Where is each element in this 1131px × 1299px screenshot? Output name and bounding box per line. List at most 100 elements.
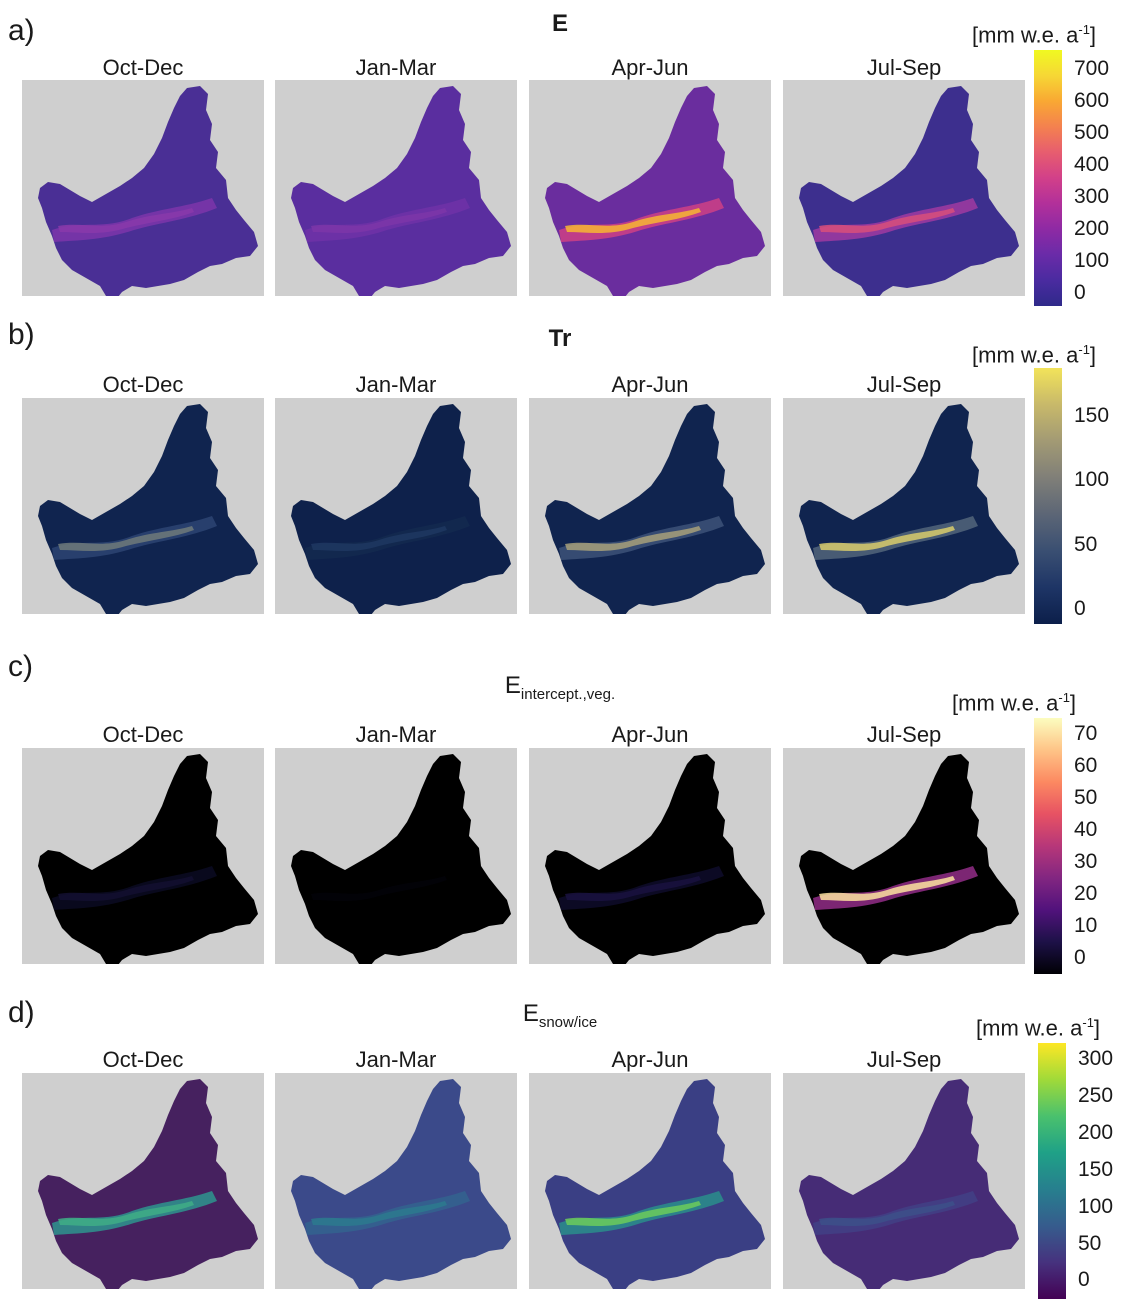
- basin-map: [799, 1079, 1019, 1289]
- basin-fill: [38, 1079, 258, 1289]
- row-title-main: Tr: [548, 325, 572, 352]
- row-letter: c): [8, 650, 33, 683]
- map-panel: [22, 80, 264, 296]
- map-panel: [529, 80, 771, 296]
- valley-core: [819, 208, 955, 233]
- colorbar-tick: 600: [1074, 89, 1110, 112]
- basin-fill: [38, 754, 258, 964]
- map-panel: [783, 1073, 1025, 1289]
- valley-core: [565, 208, 701, 233]
- season-label: Oct-Dec: [102, 372, 184, 397]
- valley-core: [311, 1201, 447, 1226]
- basin-map: [291, 754, 511, 964]
- season-label: Oct-Dec: [102, 55, 184, 80]
- colorbar-tick: 700: [1074, 57, 1110, 80]
- basin-fill: [799, 1079, 1019, 1289]
- row-title-main: E: [522, 1000, 539, 1027]
- basin-map: [38, 404, 258, 614]
- map-panel: [783, 748, 1025, 964]
- colorbar-units: [mm w.e. a-1]: [972, 342, 1097, 368]
- colorbar-tick: 300: [1078, 1047, 1114, 1070]
- season-label: Oct-Dec: [102, 1047, 184, 1072]
- colorbar-tick: 100: [1074, 468, 1110, 491]
- colorbar-tick: 250: [1078, 1084, 1114, 1107]
- colorbar-tick: 50: [1074, 533, 1098, 556]
- valley-core: [311, 526, 447, 551]
- row-title-main: E: [504, 672, 521, 699]
- season-label: Jan-Mar: [355, 1047, 437, 1072]
- valley-core: [311, 208, 447, 233]
- season-label: Jul-Sep: [866, 372, 942, 397]
- basin-fill: [291, 404, 511, 614]
- valley-core: [565, 526, 701, 551]
- basin-map: [799, 404, 1019, 614]
- row-letter: d): [8, 996, 35, 1029]
- basin-map: [799, 754, 1019, 964]
- map-panel: [275, 398, 517, 614]
- valley-core: [819, 526, 955, 551]
- map-panel: [783, 80, 1025, 296]
- colorbar-tick: 60: [1074, 754, 1098, 777]
- colorbar-tick: 50: [1078, 1232, 1102, 1255]
- row-title-sub: snow/ice: [538, 1013, 598, 1031]
- row-title: Tr: [450, 325, 670, 356]
- basin-fill: [799, 86, 1019, 296]
- row-title: Eintercept.,veg.: [450, 672, 670, 703]
- colorbar-tick: 300: [1074, 185, 1110, 208]
- colorbar-tick: 50: [1074, 786, 1098, 809]
- valley-core: [58, 876, 194, 901]
- valley-core: [819, 1201, 955, 1226]
- colorbar-tick: 150: [1074, 404, 1110, 427]
- row-letter: a): [8, 14, 35, 47]
- basin-map: [799, 86, 1019, 296]
- colorbar-tick: 0: [1074, 946, 1086, 969]
- colorbar-tick: 500: [1074, 121, 1110, 144]
- map-panel: [22, 748, 264, 964]
- basin-fill: [291, 1079, 511, 1289]
- colorbar-tick: 0: [1074, 597, 1086, 620]
- basin-fill: [799, 754, 1019, 964]
- basin-fill: [38, 404, 258, 614]
- row-title-sub: intercept.,veg.: [520, 685, 616, 703]
- valley-core: [58, 1201, 194, 1226]
- colorbar-tick: 0: [1078, 1268, 1090, 1291]
- basin-fill: [545, 754, 765, 964]
- season-label: Apr-Jun: [611, 722, 689, 747]
- row-letter: b): [8, 318, 35, 351]
- basin-map: [38, 754, 258, 964]
- row-title: E: [450, 10, 670, 41]
- season-label: Jul-Sep: [866, 722, 942, 747]
- season-label: Jul-Sep: [866, 55, 942, 80]
- colorbar-tick: 10: [1074, 914, 1098, 937]
- season-label: Jul-Sep: [866, 1047, 942, 1072]
- colorbar-units: [mm w.e. a-1]: [972, 22, 1097, 48]
- colorbar-tick: 20: [1074, 882, 1098, 905]
- colorbar-tick: 200: [1078, 1121, 1114, 1144]
- season-label: Apr-Jun: [611, 55, 689, 80]
- basin-map: [38, 86, 258, 296]
- basin-map: [291, 1079, 511, 1289]
- basin-fill: [38, 86, 258, 296]
- basin-map: [545, 404, 765, 614]
- valley-core: [565, 1201, 701, 1226]
- colorbar-tick: 150: [1078, 1158, 1114, 1181]
- valley-core: [565, 876, 701, 901]
- colorbar: [1038, 1043, 1066, 1299]
- colorbar-tick: 100: [1074, 249, 1110, 272]
- colorbar: [1034, 718, 1062, 974]
- basin-fill: [291, 86, 511, 296]
- basin-fill: [799, 404, 1019, 614]
- colorbar: [1034, 50, 1062, 306]
- season-label: Apr-Jun: [611, 1047, 689, 1072]
- colorbar: [1034, 368, 1062, 624]
- map-panel: [22, 398, 264, 614]
- colorbar-units: [mm w.e. a-1]: [976, 1015, 1101, 1041]
- row-title-main: E: [551, 10, 568, 37]
- valley-core: [311, 876, 447, 901]
- map-panel: [275, 80, 517, 296]
- map-panel: [529, 1073, 771, 1289]
- basin-map: [291, 86, 511, 296]
- colorbar-tick: 70: [1074, 722, 1098, 745]
- valley-core: [819, 876, 955, 901]
- basin-map: [545, 1079, 765, 1289]
